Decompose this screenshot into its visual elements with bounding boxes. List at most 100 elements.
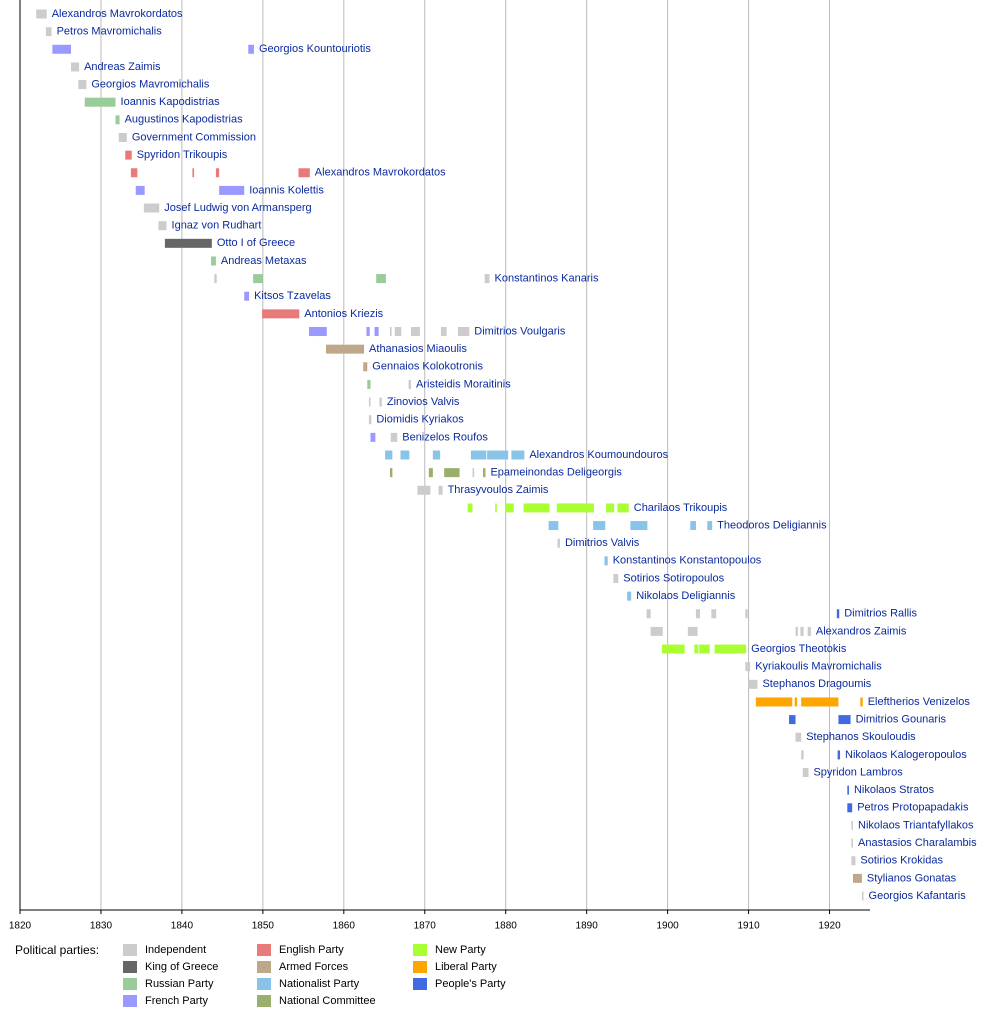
term-bar — [457, 327, 470, 337]
term-bar — [711, 609, 717, 619]
term-bar — [444, 468, 460, 478]
row-label: Dimitrios Voulgaris — [474, 325, 566, 337]
term-bar — [211, 256, 216, 266]
term-bar — [860, 697, 863, 707]
row-label: Ioannis Kapodistrias — [121, 96, 221, 108]
term-bar — [130, 168, 138, 178]
row-label: Georgios Kafantaris — [869, 890, 967, 902]
term-bar — [376, 274, 386, 284]
term-bar — [71, 62, 80, 72]
term-bar — [523, 503, 550, 513]
term-bar — [411, 327, 420, 337]
row-label: Charilaos Trikoupis — [634, 502, 728, 514]
term-bar — [699, 644, 710, 654]
row-label: Ioannis Kolettis — [249, 184, 324, 196]
row-label: Dimitrios Rallis — [844, 608, 917, 620]
term-bar — [253, 274, 263, 284]
legend-label: Russian Party — [145, 978, 214, 990]
row-label: Nikolaos Stratos — [854, 784, 935, 796]
term-bar — [45, 27, 52, 37]
legend-swatch — [257, 944, 271, 956]
row-label: Nikolaos Kalogeropoulos — [845, 749, 967, 761]
row-label: Theodoros Deligiannis — [717, 519, 827, 531]
term-bar — [366, 327, 370, 337]
term-bar — [604, 556, 608, 566]
term-bar — [687, 626, 698, 636]
term-bar — [593, 521, 606, 531]
row-label: Georgios Kountouriotis — [259, 43, 371, 55]
row-label: Government Commission — [132, 131, 256, 143]
legend-label: King of Greece — [145, 961, 218, 973]
x-tick-label: 1910 — [737, 921, 760, 932]
row-label: Nikolaos Triantafyllakos — [858, 819, 974, 831]
row-label: Antonios Kriezis — [304, 308, 383, 320]
term-bar — [745, 662, 751, 672]
term-bar — [389, 468, 393, 478]
row-label: Spyridon Trikoupis — [137, 149, 228, 161]
term-bar — [370, 432, 376, 442]
term-bar — [440, 327, 447, 337]
term-bar — [143, 203, 160, 213]
row-label: Andreas Metaxas — [221, 255, 307, 267]
term-bar — [650, 626, 663, 636]
legend-label: Independent — [145, 944, 206, 956]
row-label: Sotirios Krokidas — [860, 855, 943, 867]
x-tick-label: 1820 — [9, 921, 32, 932]
x-tick-label: 1870 — [414, 921, 437, 932]
term-bar — [125, 150, 132, 160]
term-bar — [115, 115, 120, 125]
term-bar — [853, 873, 862, 883]
row-label: Alexandros Koumoundouros — [529, 449, 668, 461]
term-bar — [467, 503, 473, 513]
row-label: Konstantinos Kanaris — [495, 273, 599, 285]
term-bar — [400, 450, 410, 460]
x-tick-label: 1860 — [333, 921, 356, 932]
x-tick-label: 1880 — [495, 921, 518, 932]
term-bar — [262, 309, 300, 319]
term-bar — [838, 715, 851, 725]
term-bar — [309, 327, 327, 337]
row-label: Stylianos Gonatas — [867, 872, 957, 884]
term-bar — [385, 450, 393, 460]
row-label: Dimitrios Valvis — [565, 537, 640, 549]
legend-swatch — [413, 961, 427, 973]
term-bar — [326, 344, 365, 354]
row-label: Kyriakoulis Mavromichalis — [755, 661, 882, 673]
legend-swatch — [413, 978, 427, 990]
term-bar — [695, 609, 700, 619]
legend-label: French Party — [145, 995, 208, 1007]
legend-label: Liberal Party — [435, 961, 497, 973]
term-bar — [861, 891, 864, 901]
row-label: Thrasyvoulos Zaimis — [448, 484, 549, 496]
legend-swatch — [257, 995, 271, 1007]
term-bar — [484, 274, 490, 284]
term-bar — [390, 432, 398, 442]
row-label: Petros Mavromichalis — [57, 26, 163, 38]
term-bar — [801, 750, 804, 760]
term-bar — [630, 521, 648, 531]
row-label: Zinovios Valvis — [387, 396, 460, 408]
term-bar — [617, 503, 629, 513]
term-bar — [487, 450, 509, 460]
legend-swatch — [123, 995, 137, 1007]
row-label: Eleftherios Venizelos — [868, 696, 971, 708]
row-label: Epameinondas Deligeorgis — [490, 467, 622, 479]
term-bar — [298, 168, 310, 178]
term-bar — [84, 97, 116, 107]
row-label: Georgios Mavromichalis — [91, 78, 209, 90]
term-bar — [505, 503, 514, 513]
term-bar — [244, 291, 250, 301]
legend-label: National Committee — [279, 995, 376, 1007]
term-bar — [789, 715, 796, 725]
term-bar — [694, 644, 699, 654]
term-bar — [219, 185, 245, 195]
term-bar — [438, 485, 443, 495]
legend-label: English Party — [279, 944, 344, 956]
term-bar — [483, 468, 486, 478]
term-bar — [472, 468, 475, 478]
term-bar — [801, 697, 839, 707]
term-bar — [794, 697, 798, 707]
row-label: Nikolaos Deligiannis — [636, 590, 736, 602]
legend-label: New Party — [435, 944, 486, 956]
term-bar — [192, 168, 195, 178]
